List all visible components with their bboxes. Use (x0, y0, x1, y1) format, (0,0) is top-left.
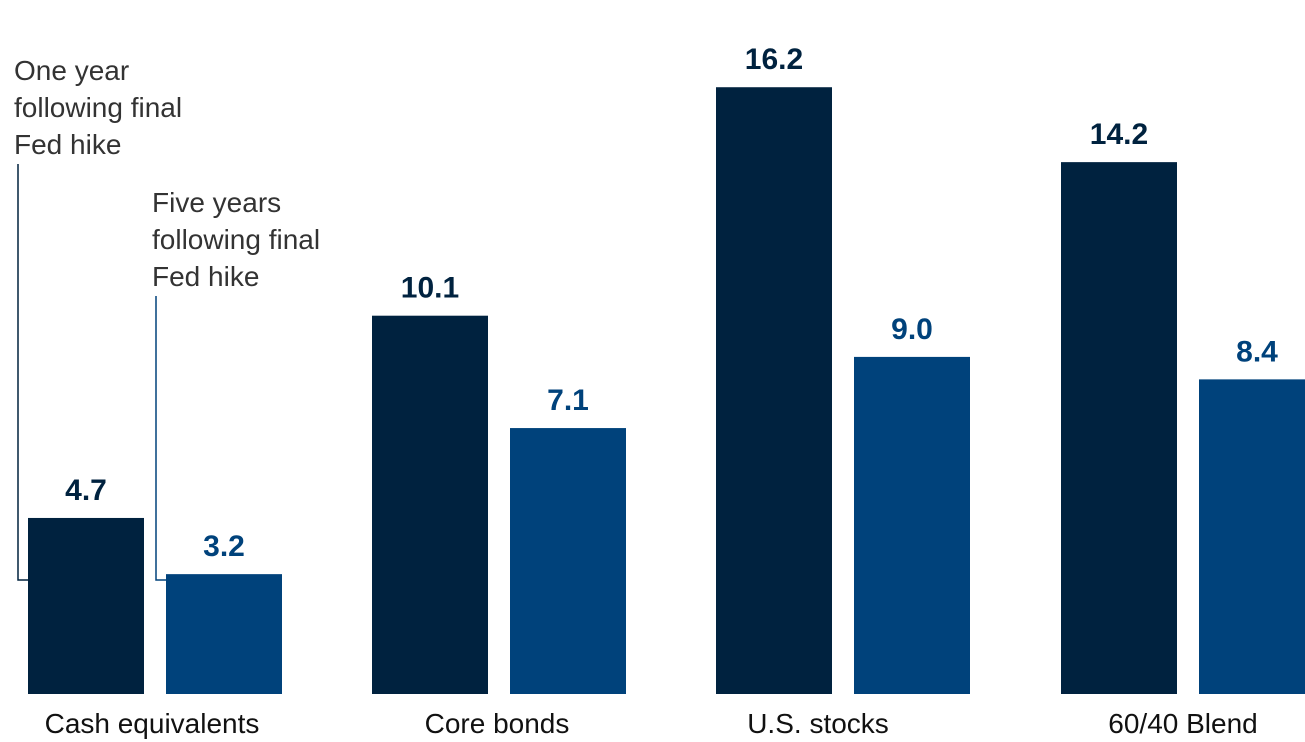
legend-callout-line (17, 164, 28, 581)
bar-five-years-1 (510, 428, 626, 694)
value-label: 14.2 (1090, 118, 1148, 151)
legend-label-one-year: One year following final Fed hike (14, 55, 182, 160)
bar-five-years-0 (166, 574, 282, 694)
bar-one-year-2 (716, 87, 832, 694)
legend-callout-line (155, 296, 166, 581)
category-label: 60/40 Blend (1108, 708, 1257, 739)
legend-line: following final (152, 224, 320, 255)
legend-line: Fed hike (152, 261, 259, 292)
value-label: 9.0 (891, 313, 933, 346)
value-label: 4.7 (65, 474, 107, 507)
bar-five-years-3 (1199, 379, 1305, 694)
legend-line: Five years (152, 187, 281, 218)
legend-line: Fed hike (14, 129, 121, 160)
legend-label-five-years: Five years following final Fed hike (152, 187, 320, 292)
bar-five-years-2 (854, 356, 970, 694)
category-label: Cash equivalents (45, 708, 260, 739)
bar-one-year-1 (372, 315, 488, 694)
category-label: U.S. stocks (747, 708, 889, 739)
value-label: 8.4 (1236, 335, 1278, 368)
bar-one-year-0 (28, 517, 144, 694)
category-label: Core bonds (425, 708, 570, 739)
value-label: 16.2 (745, 43, 803, 76)
bars (28, 87, 1305, 694)
legend-line: One year (14, 55, 129, 86)
value-label: 3.2 (203, 530, 245, 563)
value-labels: 4.7 10.1 16.2 14.2 3.2 7.1 9.0 8.4 (65, 43, 1278, 563)
bar-one-year-3 (1061, 162, 1177, 694)
value-label: 10.1 (401, 272, 459, 305)
category-labels: Cash equivalents Core bonds U.S. stocks 60/… (45, 708, 1258, 739)
value-label: 7.1 (547, 384, 589, 417)
legend-line: following final (14, 92, 182, 123)
